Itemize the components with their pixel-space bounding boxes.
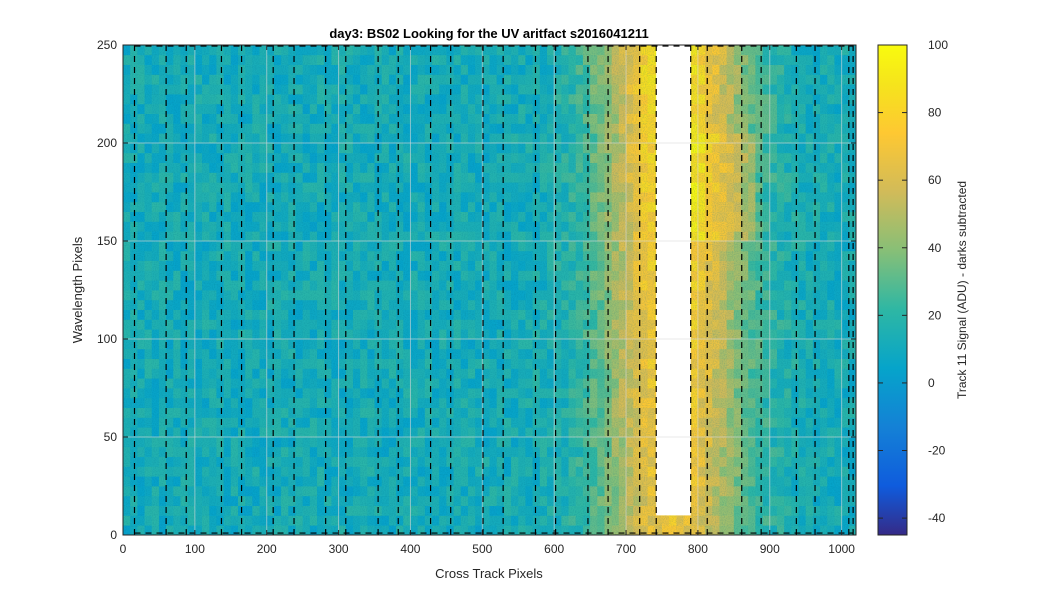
- chart-title: day3: BS02 Looking for the UV aritfact s…: [329, 26, 648, 41]
- plot-area: [123, 45, 856, 535]
